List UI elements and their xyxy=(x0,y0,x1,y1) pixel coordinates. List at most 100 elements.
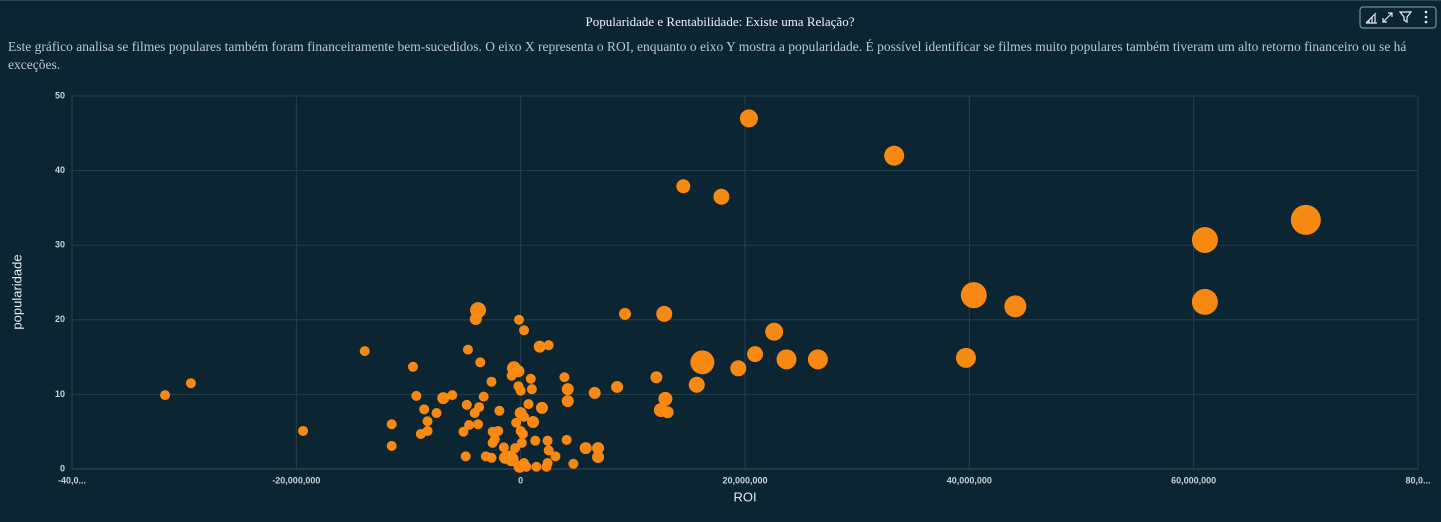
y-tick-label: 40 xyxy=(55,165,65,175)
bubble xyxy=(592,451,605,464)
bubble xyxy=(1290,204,1321,235)
bubble xyxy=(493,425,504,436)
bubble xyxy=(422,416,433,427)
bubble xyxy=(460,451,471,462)
bubble xyxy=(521,461,532,472)
bubble xyxy=(462,344,473,355)
bubble xyxy=(464,419,475,430)
y-tick-label: 10 xyxy=(55,389,65,399)
chart-title: Popularidade e Rentabilidade: Existe uma… xyxy=(586,14,855,29)
toolbar-frame xyxy=(1359,6,1437,29)
y-axis-title: popularidade xyxy=(9,254,24,329)
points xyxy=(160,109,1321,473)
bubble xyxy=(422,425,433,436)
bubble xyxy=(494,405,505,416)
bubble xyxy=(526,384,537,395)
bubble xyxy=(506,370,517,381)
y-tick-label: 0 xyxy=(60,463,65,473)
bubble xyxy=(469,313,482,326)
bubble xyxy=(1004,295,1027,318)
bubble xyxy=(511,417,522,428)
bubble xyxy=(386,419,397,430)
bubble xyxy=(407,361,418,372)
bubble xyxy=(419,404,430,415)
bubble xyxy=(486,376,497,387)
bubble xyxy=(298,425,309,436)
filter-icon[interactable] xyxy=(1398,11,1413,24)
bubble xyxy=(561,383,574,396)
y-tick-label: 20 xyxy=(55,314,65,324)
bubble xyxy=(458,426,469,437)
bubble xyxy=(185,378,196,389)
bubble xyxy=(656,305,673,322)
bubble xyxy=(527,416,540,429)
bubble xyxy=(447,390,458,401)
x-tick-label: -40,0... xyxy=(58,475,86,485)
grid xyxy=(71,95,1419,470)
bubble xyxy=(474,402,485,413)
bubble xyxy=(676,179,691,194)
dot xyxy=(1424,15,1428,19)
bubble xyxy=(592,442,605,455)
bubble xyxy=(513,314,524,325)
bubble xyxy=(525,373,536,384)
bubble xyxy=(523,399,534,410)
bubble xyxy=(437,392,450,405)
bubble xyxy=(579,442,592,455)
dot xyxy=(1424,20,1428,24)
bubble xyxy=(807,349,828,370)
bubble xyxy=(510,443,521,454)
bubble xyxy=(550,451,561,462)
dot xyxy=(1424,10,1428,14)
bubble xyxy=(561,434,572,445)
bubble xyxy=(661,406,674,419)
x-tick-label: 20,000,000 xyxy=(722,475,767,485)
bubble xyxy=(461,399,472,410)
bubble xyxy=(658,391,673,406)
bubble xyxy=(543,340,554,351)
bubble xyxy=(542,435,553,446)
bubble xyxy=(473,419,484,430)
bubble xyxy=(411,390,422,401)
bubble xyxy=(690,350,715,375)
bubble xyxy=(559,372,570,383)
bubble xyxy=(535,401,548,414)
y-tick-label: 30 xyxy=(55,240,65,250)
bubble xyxy=(1191,288,1218,315)
bubble xyxy=(515,385,526,396)
bubble xyxy=(650,371,663,384)
bubble xyxy=(516,437,527,448)
bubble xyxy=(531,461,542,472)
bubble xyxy=(561,395,574,408)
bubble xyxy=(776,349,797,370)
bubble xyxy=(568,458,579,469)
bubble xyxy=(359,346,370,357)
bubble xyxy=(486,452,497,463)
bubble xyxy=(541,461,552,472)
bubble xyxy=(543,445,554,456)
chart-type-icon[interactable] xyxy=(1365,12,1377,24)
bubble xyxy=(618,307,631,320)
bubble xyxy=(765,322,784,341)
more-icon[interactable] xyxy=(1424,10,1428,24)
x-tick-label: 60,000,000 xyxy=(1171,475,1216,485)
x-tick-label: 0 xyxy=(518,475,523,485)
bubble xyxy=(431,408,442,419)
bubble xyxy=(1191,226,1218,253)
bubble xyxy=(960,282,987,309)
bubble xyxy=(519,411,530,422)
x-tick-label: 80,0... xyxy=(1405,475,1430,485)
chart-description: Este gráfico analisa se filmes populares… xyxy=(8,39,1407,72)
y-tick-label: 50 xyxy=(55,90,65,100)
x-tick-label: 40,000,000 xyxy=(947,475,992,485)
bubble xyxy=(475,357,486,368)
x-axis-title: ROI xyxy=(733,489,756,504)
bubble xyxy=(517,428,528,439)
bubble xyxy=(955,347,976,368)
bubble xyxy=(530,435,541,446)
x-tick-label: -20,000,000 xyxy=(272,475,320,485)
bubble xyxy=(739,109,758,128)
expand-icon[interactable] xyxy=(1382,12,1393,23)
